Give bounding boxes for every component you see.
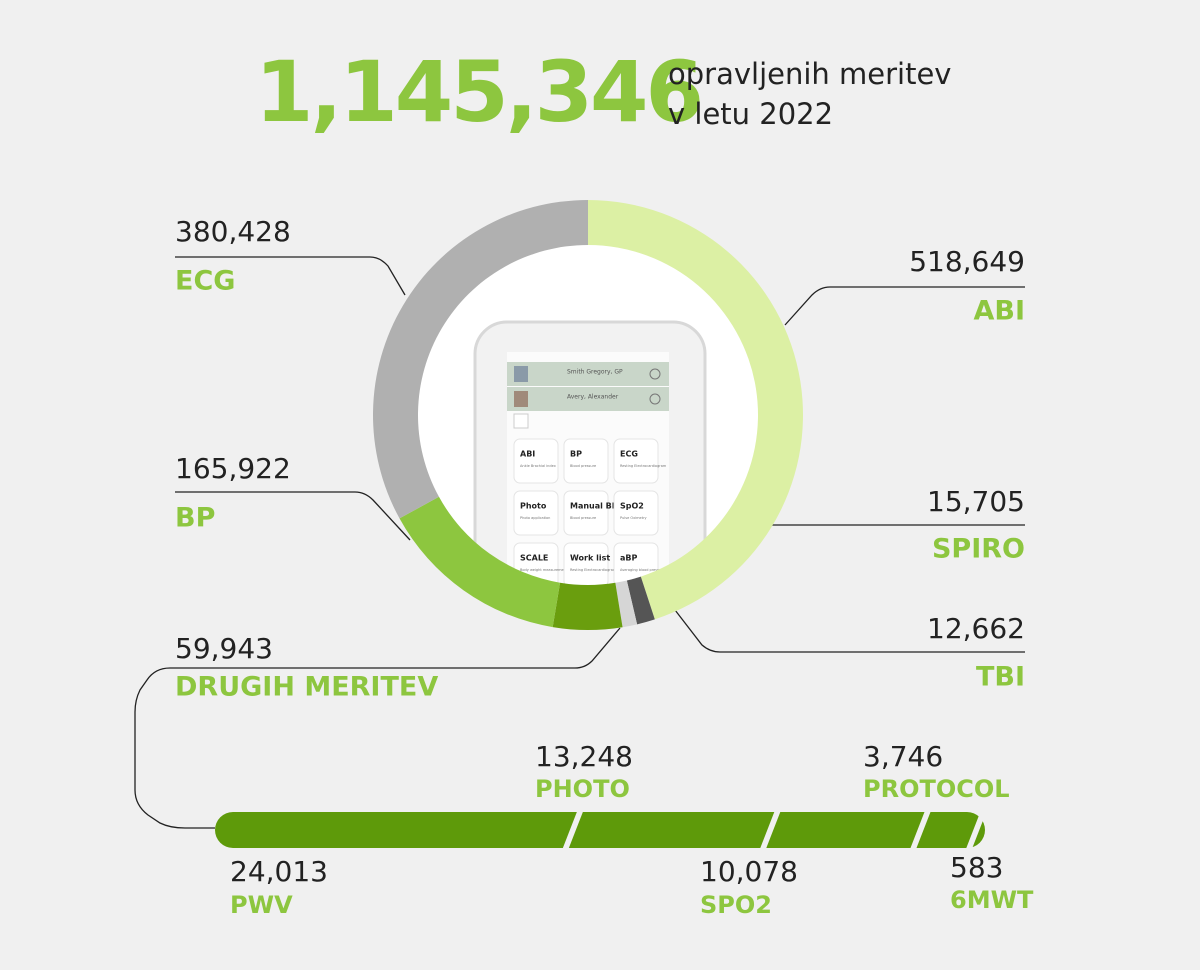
tile	[513, 490, 559, 536]
tile-label: SpO2	[620, 502, 644, 511]
leader-line	[175, 491, 411, 541]
tile-subtitle: Blood pressure	[570, 464, 596, 468]
value-label: 24,013	[230, 855, 328, 888]
tile-label: aBP	[620, 554, 637, 563]
bar-segment	[916, 812, 981, 848]
category-label: ABI	[973, 296, 1025, 327]
donut-segment	[615, 580, 638, 628]
donut-segment	[552, 582, 623, 631]
leader-line	[674, 609, 1025, 653]
value-label: 518,649	[909, 245, 1025, 278]
tile-subtitle: Photo application	[520, 516, 550, 520]
bar-segment	[766, 812, 925, 848]
patient-row	[507, 362, 669, 386]
category-label: DRUGIH MERITEV	[175, 672, 438, 703]
category-label: SPO2	[700, 891, 772, 919]
avatar	[514, 391, 528, 407]
tile-label: Photo	[520, 502, 547, 511]
category-label: ECG	[175, 266, 235, 297]
category-label: SPIRO	[932, 534, 1025, 565]
donut-segment	[372, 200, 588, 519]
close-icon	[649, 368, 661, 380]
tile-subtitle: Blood pressure	[570, 516, 596, 520]
leader-line	[134, 627, 621, 829]
leader-line	[175, 256, 406, 296]
value-label: 12,662	[927, 612, 1025, 645]
donut-segment	[626, 576, 655, 625]
headline-text: v letu 2022	[668, 97, 833, 131]
tile-subtitle: Averaging blood pressure	[620, 568, 665, 572]
tiles: ABI Ankle Brachial index BP Blood pressure E…	[513, 438, 667, 587]
value-label: 15,705	[927, 485, 1025, 518]
tile-label: ECG	[620, 450, 638, 459]
tile	[513, 438, 559, 484]
tile-subtitle: Resting Electrocardiogram	[620, 464, 667, 468]
donut-segment	[399, 496, 561, 628]
headline-text: opravljenih meritev	[668, 57, 951, 91]
tile	[563, 542, 609, 587]
patient-name: Smith Gregory, GP	[567, 369, 623, 376]
tile-label: Work list	[570, 554, 610, 563]
bar-segment	[972, 812, 985, 848]
category-label: TBI	[976, 662, 1025, 693]
headline-number: 1,145,346	[255, 43, 701, 141]
value-label: 583	[950, 851, 1003, 884]
tile-label: ABI	[520, 450, 535, 459]
tile-label: Manual BP	[570, 502, 618, 511]
icon	[513, 413, 529, 429]
value-label: 13,248	[535, 740, 633, 773]
patient-row	[507, 387, 669, 411]
tile-subtitle: Body weight measurement	[520, 568, 568, 572]
donut-segment	[588, 200, 803, 620]
value-label: 380,428	[175, 215, 291, 248]
avatar	[514, 366, 528, 382]
value-label: 59,943	[175, 632, 273, 665]
value-label: 165,922	[175, 452, 291, 485]
tile	[563, 490, 609, 536]
tile-label: SCALE	[520, 554, 548, 563]
tile-subtitle: Ankle Brachial index	[520, 464, 556, 468]
tile-subtitle: Resting Electrocardiogram	[570, 568, 617, 572]
tile	[613, 490, 659, 536]
leader-line	[784, 286, 1025, 326]
tile	[613, 438, 659, 484]
tile-subtitle: Pulse Oximetry	[620, 516, 647, 520]
value-label: 10,078	[700, 855, 798, 888]
category-label: PHOTO	[535, 775, 630, 803]
category-label: PWV	[230, 891, 293, 919]
tile	[563, 438, 609, 484]
bar-segment	[215, 812, 577, 848]
patient-name: Avery, Alexander	[567, 394, 619, 401]
value-label: 3,746	[863, 740, 943, 773]
bar	[215, 812, 985, 848]
tile-label: BP	[570, 450, 582, 459]
close-icon	[649, 393, 661, 405]
category-label: PROTOCOL	[863, 775, 1010, 803]
category-label: BP	[175, 503, 215, 534]
bar-segment	[568, 812, 775, 848]
category-label: 6MWT	[950, 886, 1034, 914]
